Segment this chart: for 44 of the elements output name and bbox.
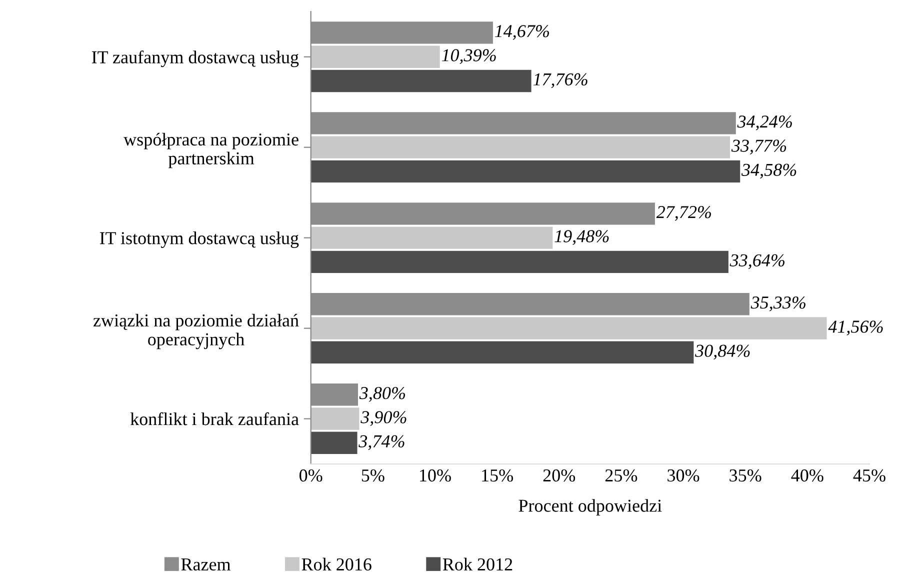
data-label: 27,72% (656, 206, 711, 221)
data-label: 33,77% (731, 140, 786, 154)
y-tick-label: IT zaufanym dostawcą usług (92, 50, 299, 68)
data-label: 41,56% (828, 320, 883, 336)
bar (310, 160, 740, 183)
x-tick-label: 5% (362, 469, 384, 482)
x-tick-label: 15% (482, 469, 513, 482)
legend-label: Razem (181, 558, 231, 571)
legend-label: Rok 2016 (302, 558, 372, 571)
data-label: 30,84% (695, 344, 750, 360)
data-label: 33,64% (730, 254, 784, 270)
data-label: 34,24% (737, 116, 792, 130)
bar (310, 341, 694, 364)
x-tick-label: 0% (300, 469, 322, 482)
bar (310, 317, 827, 340)
bar (310, 136, 730, 158)
data-label: 34,58% (741, 164, 796, 179)
y-tick-label: IT istotnym dostawcą usług (100, 232, 299, 248)
data-label: 3,80% (359, 386, 406, 402)
data-label: 19,48% (554, 230, 609, 245)
data-label: 3,74% (358, 435, 404, 450)
x-tick-label: 10% (420, 469, 451, 482)
bar (310, 408, 360, 430)
x-tick-label: 25% (605, 469, 638, 482)
bar (310, 432, 358, 454)
x-axis-title: Procent odpowiedzi (518, 499, 662, 516)
data-label: 10,39% (442, 49, 496, 64)
y-tick-label: konflikt i brak zaufania (130, 412, 299, 426)
x-tick-label: 35% (730, 469, 762, 482)
legend-label: Rok 2012 (442, 558, 512, 571)
x-tick-label: 20% (543, 469, 576, 482)
bar (310, 250, 728, 274)
data-label: 14,67% (494, 25, 549, 40)
y-tick-label: związki na poziomie działań operacyjnych (93, 314, 299, 350)
bar (310, 226, 553, 249)
x-tick-label: 45% (853, 469, 886, 482)
data-label: 3,90% (360, 411, 406, 426)
bar (310, 70, 532, 92)
bar (310, 46, 440, 68)
y-tick-label: współpraca na poziomie partnerskim (124, 132, 298, 168)
x-tick-label: 30% (668, 469, 700, 482)
x-tick-label: 40% (791, 469, 824, 482)
data-label: 17,76% (533, 73, 588, 88)
data-label: 35,33% (750, 296, 806, 312)
